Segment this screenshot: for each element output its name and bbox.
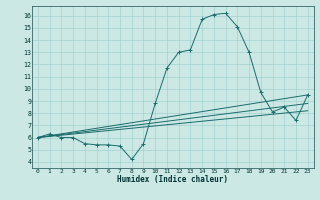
X-axis label: Humidex (Indice chaleur): Humidex (Indice chaleur) [117,175,228,184]
